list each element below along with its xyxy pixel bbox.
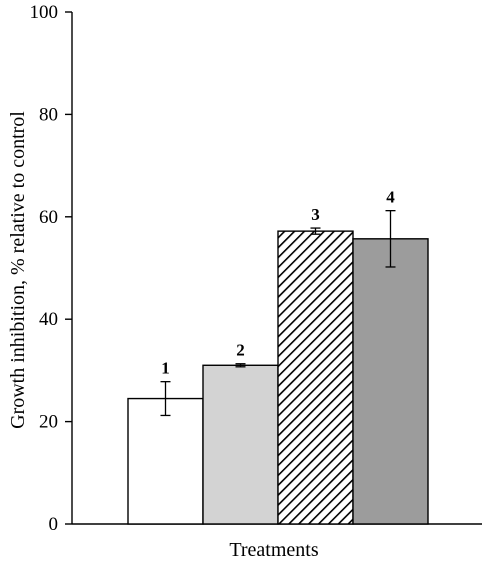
bar-3 [277, 230, 354, 525]
error-bar-4 [385, 210, 396, 268]
y-tick-label: 80 [39, 104, 58, 125]
bar-2 [202, 364, 279, 525]
bar-label-1: 1 [161, 359, 170, 378]
bars [127, 230, 429, 525]
bar-labels: 1 2 3 4 [161, 188, 395, 378]
y-tick-label: 40 [39, 309, 58, 330]
y-ticks: 0 20 40 60 80 100 [30, 2, 72, 535]
y-tick-label: 100 [30, 2, 59, 23]
bar-1 [127, 397, 204, 525]
error-bar-2 [235, 363, 246, 368]
bar-4 [352, 238, 429, 525]
y-tick-label: 20 [39, 412, 58, 433]
error-bar-1 [160, 381, 171, 417]
error-bar-3 [310, 227, 321, 235]
y-tick-label: 60 [39, 207, 58, 228]
x-axis-title: Treatments [229, 539, 318, 561]
bar-label-3: 3 [311, 205, 320, 224]
bar-label-2: 2 [236, 341, 245, 360]
error-bars [160, 210, 396, 417]
bar-label-4: 4 [386, 188, 395, 207]
y-axis-title: Growth inhibition, % relative to control [7, 111, 29, 429]
y-tick-label: 0 [49, 514, 59, 535]
